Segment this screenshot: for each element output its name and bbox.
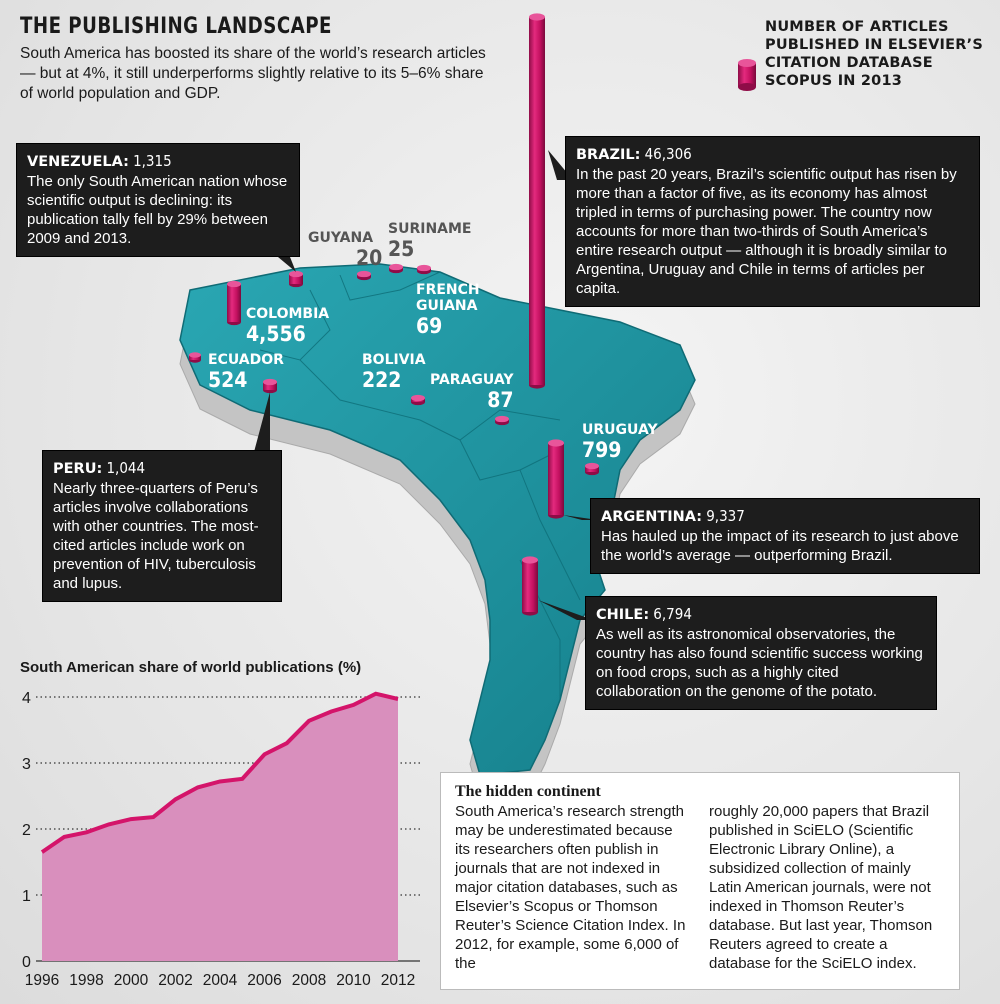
callout-text: As well as its astronomical observatorie… [596, 626, 923, 700]
callout-name: BRAZIL: [576, 147, 641, 163]
label-value: 799 [582, 438, 622, 462]
callout-brazil: BRAZIL: 46,306 In the past 20 years, Bra… [565, 136, 980, 307]
callout-name: PERU: [53, 461, 103, 477]
label-guyana: GUYANA 20 [308, 230, 382, 270]
callout-name: VENEZUELA: [27, 154, 129, 170]
label-value: 25 [388, 237, 415, 261]
legend-cylinder-icon [738, 59, 756, 91]
cylinder-peru [263, 378, 277, 394]
cylinder-bolivia [411, 394, 425, 406]
cylinders [189, 13, 599, 616]
label-value: 222 [362, 368, 402, 392]
hidden-continent-col1: South America’s research strength may be… [455, 803, 686, 972]
label-value: 20 [356, 246, 383, 270]
cylinder-guyana [357, 270, 371, 281]
label-ecuador: ECUADOR 524 [208, 352, 284, 392]
label-value: 69 [416, 314, 443, 338]
label-name: BOLIVIA [362, 352, 426, 368]
callout-value: 9,337 [706, 507, 745, 525]
cylinder-uruguay [585, 462, 599, 476]
callout-text: The only South American nation whose sci… [27, 173, 288, 247]
label-value: 87 [487, 388, 514, 412]
label-name: ECUADOR [208, 352, 284, 368]
hidden-continent-col2: roughly 20,000 papers that Brazil publis… [709, 803, 933, 972]
callout-pointer [538, 600, 593, 620]
callout-text: Nearly three-quarters of Peru’s articles… [53, 480, 259, 592]
callout-argentina: ARGENTINA: 9,337 Has hauled up the impac… [590, 498, 980, 574]
callout-value: 1,044 [106, 459, 146, 477]
label-name: PARAGUAY [430, 372, 514, 388]
cylinder-colombia [227, 280, 241, 326]
cylinder-french-guiana [417, 264, 431, 275]
callout-peru: PERU: 1,044 Nearly three-quarters of Per… [42, 450, 282, 602]
label-suriname: SURINAME 25 [388, 221, 472, 261]
cylinder-venezuela [289, 270, 303, 288]
hidden-continent-box: The hidden continent South America’s res… [440, 772, 960, 990]
cylinder-ecuador [189, 352, 201, 363]
page-title: THE PUBLISHING LANDSCAPE [20, 14, 332, 39]
label-name: GUYANA [308, 230, 374, 246]
label-name: FRENCH [416, 282, 480, 298]
cylinder-suriname [389, 263, 403, 274]
callout-chile: CHILE: 6,794 As well as its astronomical… [585, 596, 937, 710]
callout-value: 46,306 [644, 145, 692, 163]
callout-name: CHILE: [596, 607, 650, 623]
cylinder-argentina [548, 439, 564, 519]
page-subtitle: South America has boosted its share of t… [20, 45, 486, 102]
label-name: GUIANA [416, 298, 478, 314]
callout-venezuela: VENEZUELA: 1,315 The only South American… [16, 143, 300, 257]
cylinder-paraguay [495, 415, 509, 426]
label-uruguay: URUGUAY 799 [582, 422, 658, 462]
label-value: 524 [208, 368, 248, 392]
callout-pointer [254, 392, 270, 452]
chart-title: South American share of world publicatio… [20, 659, 362, 676]
callout-pointer [563, 515, 598, 520]
callout-value: 1,315 [133, 152, 172, 170]
label-name: COLOMBIA [246, 306, 330, 322]
label-bolivia: BOLIVIA 222 [362, 352, 426, 392]
cylinder-brazil [529, 13, 545, 389]
label-value: 4,556 [246, 322, 306, 346]
callout-text: Has hauled up the impact of its research… [601, 528, 959, 564]
label-name: SURINAME [388, 221, 472, 237]
label-name: URUGUAY [582, 422, 658, 438]
callout-name: ARGENTINA: [601, 509, 703, 525]
cylinder-chile [522, 556, 538, 616]
label-colombia: COLOMBIA 4,556 [246, 306, 329, 346]
legend-text: NUMBER OF ARTICLES PUBLISHED IN ELSEVIER… [765, 19, 983, 89]
callout-text: In the past 20 years, Brazil’s scientifi… [576, 166, 957, 297]
callout-value: 6,794 [653, 605, 692, 623]
hidden-continent-title: The hidden continent [455, 783, 601, 800]
callout-pointer [272, 252, 296, 272]
label-paraguay: PARAGUAY 87 [430, 372, 514, 412]
label-french-guiana: FRENCH GUIANA 69 [416, 282, 480, 338]
continent-top [179, 263, 696, 776]
